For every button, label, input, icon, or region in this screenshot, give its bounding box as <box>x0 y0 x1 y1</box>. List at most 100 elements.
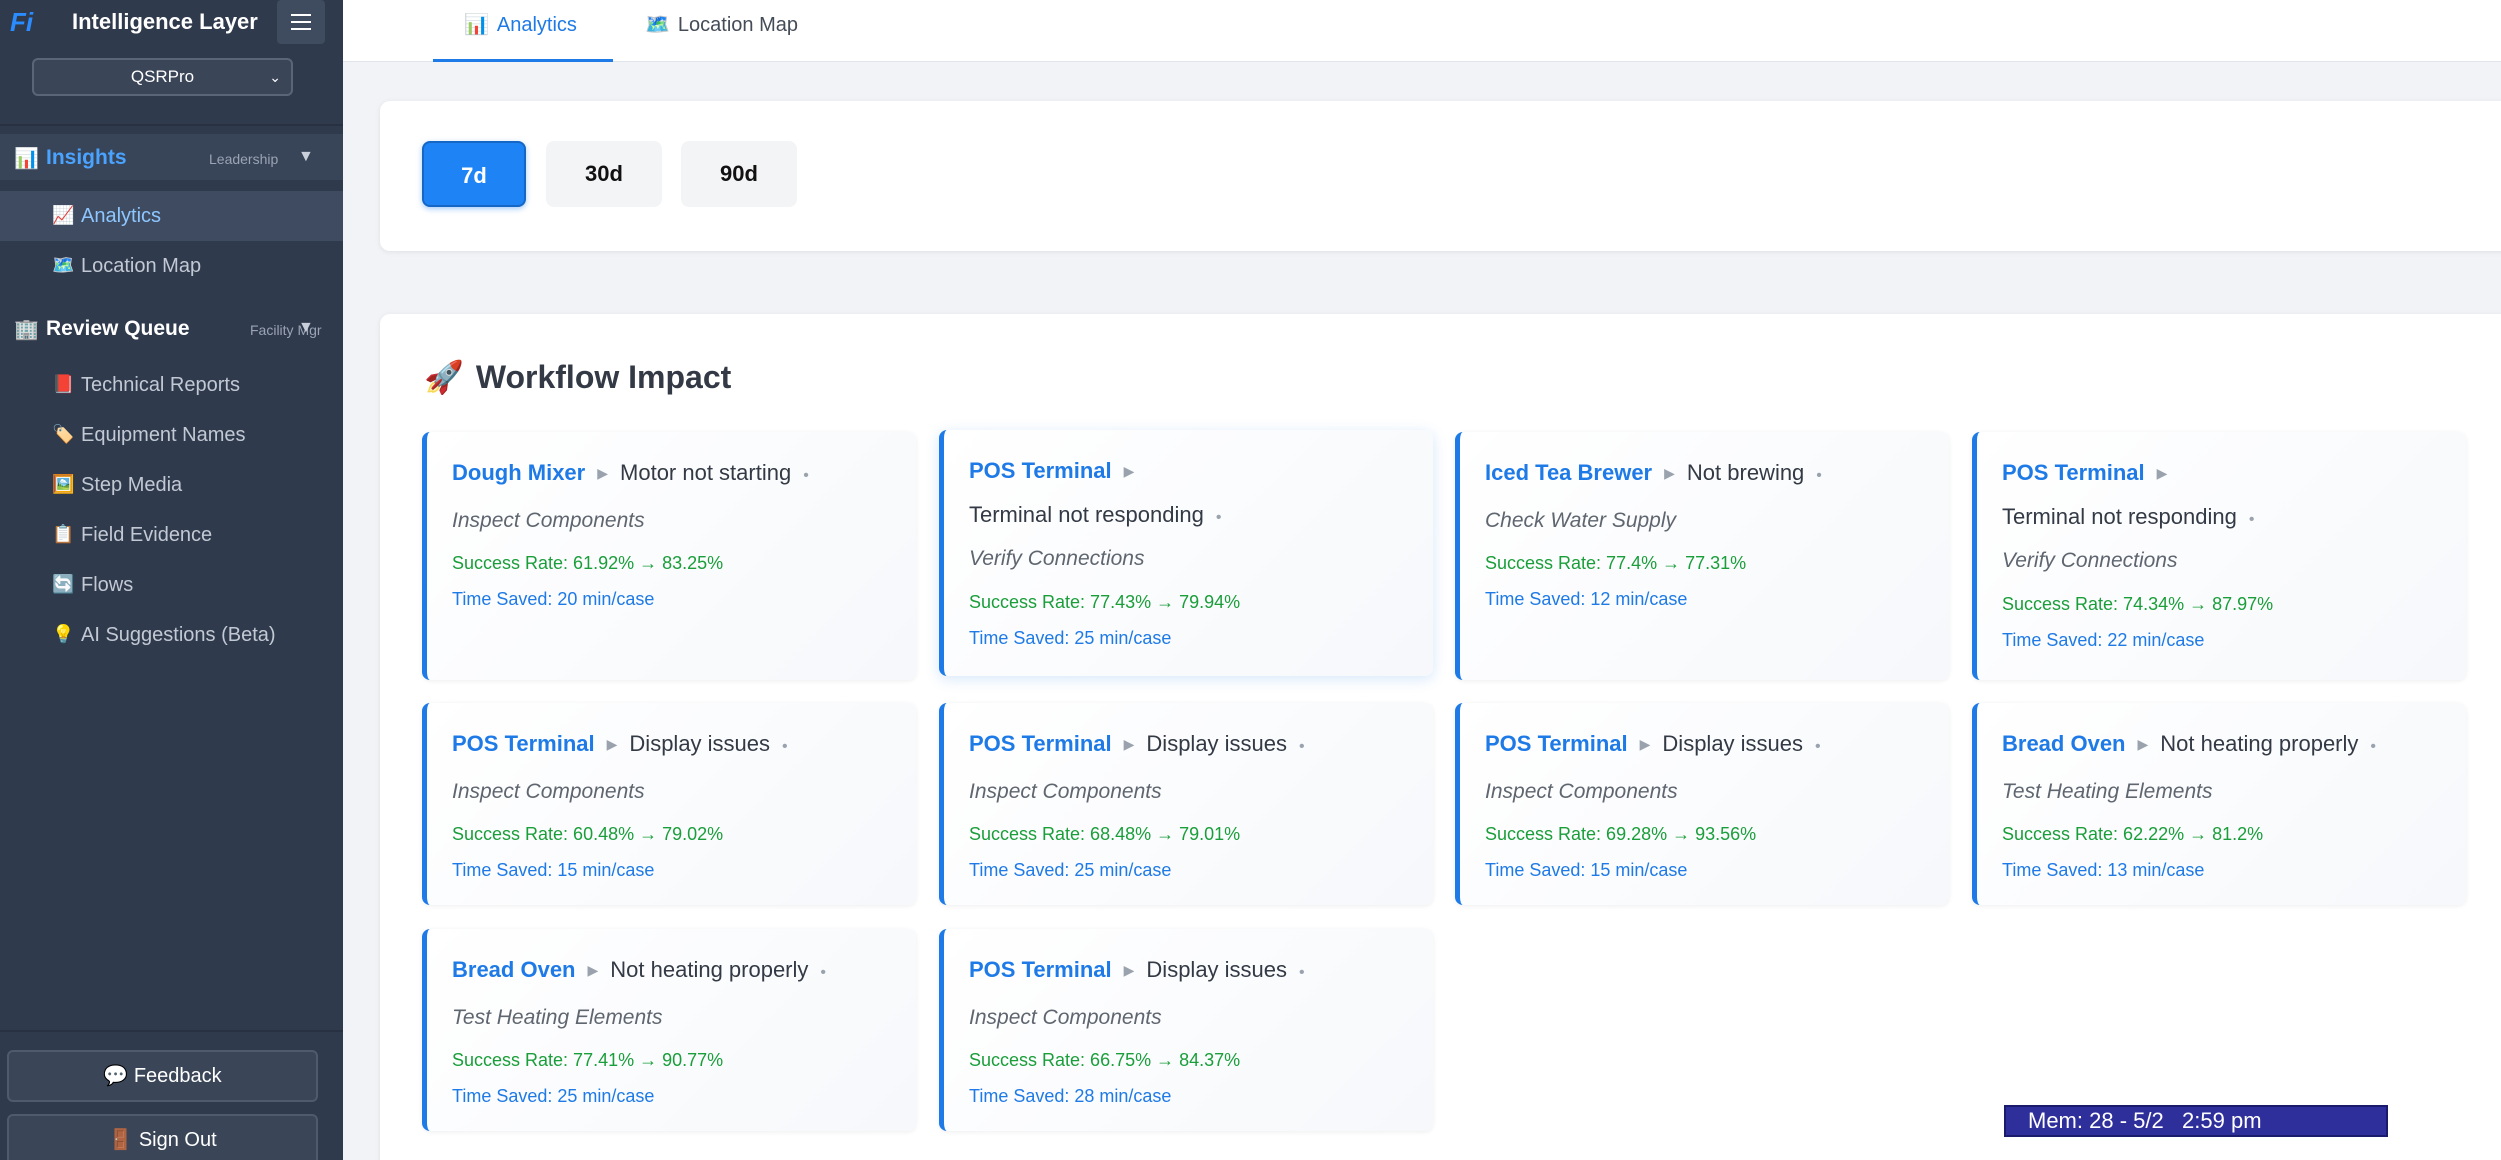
equipment-name: Bread Oven <box>452 957 576 982</box>
door-icon: 🚪 <box>108 1129 134 1151</box>
chevron-down-icon: ⌄ <box>269 69 281 85</box>
range-button-7d[interactable]: 7d <box>422 141 526 207</box>
equipment-name: POS Terminal <box>1485 731 1628 756</box>
issue-name: Display issues <box>1662 731 1804 756</box>
sidebar-item-label: Technical Reports <box>81 374 240 396</box>
time-saved: Time Saved: 25 min/case <box>969 860 1172 880</box>
issue-name: Display issues <box>1146 957 1288 982</box>
time-saved: Time Saved: 28 min/case <box>969 1086 1172 1106</box>
workflow-card-header: POS Terminal ▶ Display issues • <box>1485 731 1821 757</box>
success-rate: Success Rate: 60.48% → 79.02% <box>452 824 724 844</box>
success-rate: Success Rate: 66.75% → 84.37% <box>969 1050 1241 1070</box>
range-button-90d[interactable]: 90d <box>681 141 797 207</box>
sidebar-divider <box>0 1030 343 1032</box>
sidebar-item-flows[interactable]: 🔄 Flows <box>0 560 343 610</box>
equipment-name: POS Terminal <box>969 458 1112 483</box>
equipment-name: POS Terminal <box>452 731 595 756</box>
issue-line: Terminal not responding • <box>2002 504 2254 530</box>
sidebar-item-analytics[interactable]: 📈 Analytics <box>0 191 343 241</box>
sidebar-item-label: Field Evidence <box>81 524 213 546</box>
workflow-card[interactable]: Bread Oven ▶ Not heating properly • Test He… <box>422 929 916 1131</box>
sidebar-item-step-media[interactable]: 🖼️ Step Media <box>0 460 343 510</box>
workflow-card[interactable]: POS Terminal ▶ Terminal not responding • V… <box>939 430 1433 676</box>
dot-icon: • <box>2248 511 2255 528</box>
workflow-card[interactable]: POS Terminal ▶ Display issues • Inspect Com… <box>939 929 1433 1131</box>
dot-icon: • <box>1215 509 1222 526</box>
sign-out-button[interactable]: 🚪 Sign Out <box>7 1114 318 1160</box>
dot-icon: • <box>1299 738 1305 755</box>
step-name: Inspect Components <box>1485 780 1678 803</box>
workflow-card-header: Bread Oven ▶ Not heating properly • <box>2002 731 2376 757</box>
sidebar-section-insights[interactable]: 📊 Insights Leadership ▼ <box>0 134 343 180</box>
triangle-right-icon: ▶ <box>1639 736 1651 752</box>
office-building-icon: 🏢 <box>14 319 39 341</box>
sidebar-item-location-map[interactable]: 🗺️ Location Map <box>0 241 343 291</box>
time-saved: Time Saved: 25 min/case <box>969 628 1172 648</box>
workflow-card-header: POS Terminal ▶ <box>2002 460 2179 486</box>
success-rate: Success Rate: 68.48% → 79.01% <box>969 824 1241 844</box>
issue-name: Not heating properly <box>2160 731 2359 756</box>
success-rate: Success Rate: 77.41% → 90.77% <box>452 1050 724 1070</box>
step-name: Inspect Components <box>452 780 645 803</box>
organization-select[interactable]: QSRPro ⌄ <box>32 58 293 96</box>
lightbulb-icon: 💡 <box>52 624 75 644</box>
sidebar-section-review-queue[interactable]: 🏢 Review Queue Facility Mgr ▼ <box>0 305 343 351</box>
equipment-name: Iced Tea Brewer <box>1485 460 1653 485</box>
workflow-card[interactable]: POS Terminal ▶ Terminal not responding • V… <box>1972 432 2466 680</box>
triangle-right-icon: ▶ <box>1123 736 1135 752</box>
speech-bubble-icon: 💬 <box>103 1065 129 1087</box>
hamburger-icon <box>291 28 311 30</box>
triangle-right-icon: ▶ <box>1123 463 1135 479</box>
workflow-card[interactable]: Dough Mixer ▶ Motor not starting • Inspect … <box>422 432 916 680</box>
feedback-button[interactable]: 💬 Feedback <box>7 1050 318 1102</box>
time-saved: Time Saved: 15 min/case <box>1485 860 1688 880</box>
triangle-right-icon: ▶ <box>1664 465 1675 481</box>
sidebar-item-field-evidence[interactable]: 📋 Field Evidence <box>0 510 343 560</box>
sidebar-item-label: Step Media <box>81 474 183 496</box>
triangle-right-icon: ▶ <box>1123 962 1135 978</box>
step-name: Test Heating Elements <box>452 1006 663 1029</box>
equipment-name: POS Terminal <box>969 957 1112 982</box>
dot-icon: • <box>803 467 809 484</box>
tab-label: Analytics <box>496 14 577 36</box>
sidebar-item-technical-reports[interactable]: 📕 Technical Reports <box>0 360 343 410</box>
workflow-card[interactable]: Iced Tea Brewer ▶ Not brewing • Check Water… <box>1455 432 1949 680</box>
section-title: 🚀 Workflow Impact <box>424 358 731 396</box>
time-saved: Time Saved: 20 min/case <box>452 589 655 609</box>
issue-name: Terminal not responding <box>969 502 1204 527</box>
sidebar-section-role: Facility Mgr <box>250 322 322 338</box>
equipment-name: Bread Oven <box>2002 731 2126 756</box>
sidebar-divider <box>0 124 343 126</box>
sign-out-button-label: Sign Out <box>138 1129 217 1151</box>
sidebar-item-ai-suggestions[interactable]: 💡 AI Suggestions (Beta) <box>0 610 343 660</box>
picture-icon: 🖼️ <box>52 474 75 494</box>
workflow-card[interactable]: POS Terminal ▶ Display issues • Inspect Com… <box>422 703 916 905</box>
equipment-name: Dough Mixer <box>452 460 586 485</box>
workflow-card-header: POS Terminal ▶ Display issues • <box>969 957 1305 983</box>
issue-line: Terminal not responding • <box>969 502 1221 528</box>
hamburger-menu-button[interactable] <box>277 0 325 44</box>
step-name: Inspect Components <box>452 509 645 532</box>
triangle-right-icon: ▶ <box>587 962 599 978</box>
tab-location-map[interactable]: 🗺️ Location Map <box>645 0 835 62</box>
success-rate: Success Rate: 61.92% → 83.25% <box>452 553 724 573</box>
time-saved: Time Saved: 15 min/case <box>452 860 655 880</box>
workflow-impact-card: 🚀 Workflow Impact Dough Mixer ▶ Motor not s… <box>380 314 2501 1160</box>
tab-analytics[interactable]: 📊 Analytics <box>433 0 613 62</box>
step-name: Check Water Supply <box>1485 509 1677 532</box>
dot-icon: • <box>2370 738 2377 755</box>
equipment-name: POS Terminal <box>2002 460 2145 485</box>
workflow-card[interactable]: POS Terminal ▶ Display issues • Inspect Com… <box>1455 703 1949 905</box>
dot-icon: • <box>1815 738 1821 755</box>
workflow-card[interactable]: Bread Oven ▶ Not heating properly • Test He… <box>1972 703 2466 905</box>
workflow-card-header: POS Terminal ▶ <box>969 458 1146 484</box>
brand-header: Fi Intelligence Layer <box>0 0 343 44</box>
dot-icon: • <box>1299 964 1305 981</box>
dot-icon: • <box>782 738 788 755</box>
issue-name: Motor not starting <box>620 460 792 485</box>
workflow-card[interactable]: POS Terminal ▶ Display issues • Inspect Com… <box>939 703 1433 905</box>
sidebar-item-equipment-names[interactable]: 🏷️ Equipment Names <box>0 410 343 460</box>
triangle-right-icon: ▶ <box>606 736 618 752</box>
range-button-30d[interactable]: 30d <box>546 141 662 207</box>
triangle-right-icon: ▶ <box>597 465 609 481</box>
